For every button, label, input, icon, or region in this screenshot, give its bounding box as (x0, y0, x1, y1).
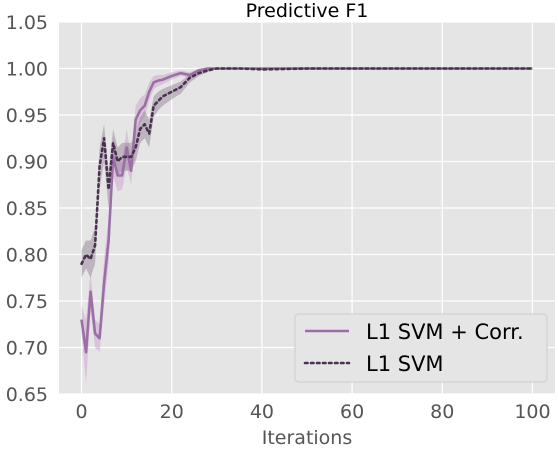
x-tick-label: 20 (160, 401, 184, 423)
x-tick-label: 60 (340, 401, 364, 423)
x-axis-ticks: 0 20 40 60 80 100 (75, 401, 550, 423)
legend-box (294, 313, 548, 383)
series-line-1 (80, 67, 534, 266)
series-line-0 (80, 67, 533, 354)
y-axis-ticks: 0.65 0.70 0.75 0.80 0.85 0.90 0.95 1.00 1.05 (6, 12, 48, 406)
y-tick-label: 0.80 (6, 245, 48, 267)
x-tick-label: 0 (75, 401, 87, 423)
legend-label-series-1: L1 SVM (366, 352, 444, 376)
x-tick-label: 40 (250, 401, 274, 423)
grid (59, 21, 555, 395)
series-lines (80, 67, 534, 354)
y-tick-label: 0.95 (6, 105, 48, 127)
legend-label-series-0: L1 SVM + Corr. (366, 320, 524, 344)
y-tick-label: 0.75 (6, 291, 48, 313)
y-tick-label: 0.65 (6, 384, 48, 406)
x-axis-label: Iterations (262, 427, 353, 449)
legend: L1 SVM + Corr. L1 SVM (294, 313, 548, 383)
chart-title: Predictive F1 (246, 0, 369, 22)
y-tick-label: 0.90 (6, 152, 48, 174)
y-tick-label: 0.70 (6, 338, 48, 360)
y-tick-label: 0.85 (6, 198, 48, 220)
x-tick-label: 100 (514, 401, 550, 423)
x-tick-label: 80 (430, 401, 454, 423)
y-tick-label: 1.05 (6, 12, 48, 34)
y-tick-label: 1.00 (6, 59, 48, 81)
